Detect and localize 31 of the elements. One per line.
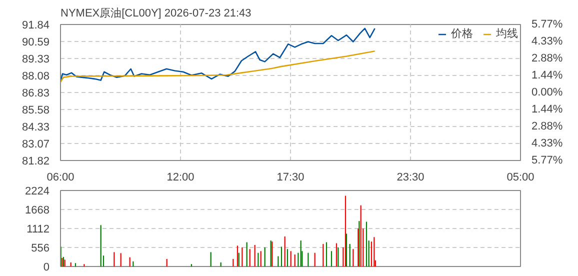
y2-tick-label: 2.88% — [532, 120, 563, 132]
y-tick-label: 89.33 — [22, 54, 50, 66]
y-tick-label: 1112 — [26, 224, 50, 236]
x-tick-label: 05:00 — [506, 172, 534, 184]
y-tick-label: 88.08 — [22, 70, 50, 83]
y2-tick-label: 0.00% — [532, 86, 563, 98]
y2-tick-label: 5.77% — [532, 18, 563, 30]
y-tick-label: 1668 — [25, 204, 50, 216]
y-tick-label: 90.59 — [22, 36, 50, 48]
y-tick-label: 0 — [43, 262, 50, 274]
x-tick-label: 17:30 — [276, 172, 304, 184]
y2-tick-label: 4.33% — [532, 138, 563, 150]
y2-tick-label: 2.88% — [532, 52, 563, 65]
y-tick-label: 81.82 — [22, 156, 50, 168]
y-tick-label: 2224 — [25, 186, 50, 198]
y-tick-label: 556 — [31, 242, 50, 254]
y2-tick-label: 1.44% — [532, 103, 563, 116]
y2-tick-label: 4.33% — [532, 35, 563, 48]
y2-tick-label: 5.77% — [532, 154, 563, 166]
y-tick-label: 86.83 — [22, 88, 50, 100]
y-tick-label: 84.33 — [22, 121, 50, 134]
x-tick-label: 06:00 — [46, 172, 74, 184]
y2-tick-label: 1.44% — [532, 70, 563, 82]
legend-label: 价格 — [451, 27, 473, 41]
legend-label: 均线 — [496, 27, 518, 41]
x-tick-label: 23:30 — [396, 172, 424, 184]
y-tick-label: 83.07 — [22, 138, 50, 151]
x-tick-label: 12:00 — [166, 172, 194, 184]
y-tick-label: 85.58 — [22, 104, 50, 116]
chart-title: NYMEX原油[CL00Y] 2026-07-23 21:43 — [60, 6, 252, 20]
y-tick-label: 91.84 — [22, 20, 50, 32]
